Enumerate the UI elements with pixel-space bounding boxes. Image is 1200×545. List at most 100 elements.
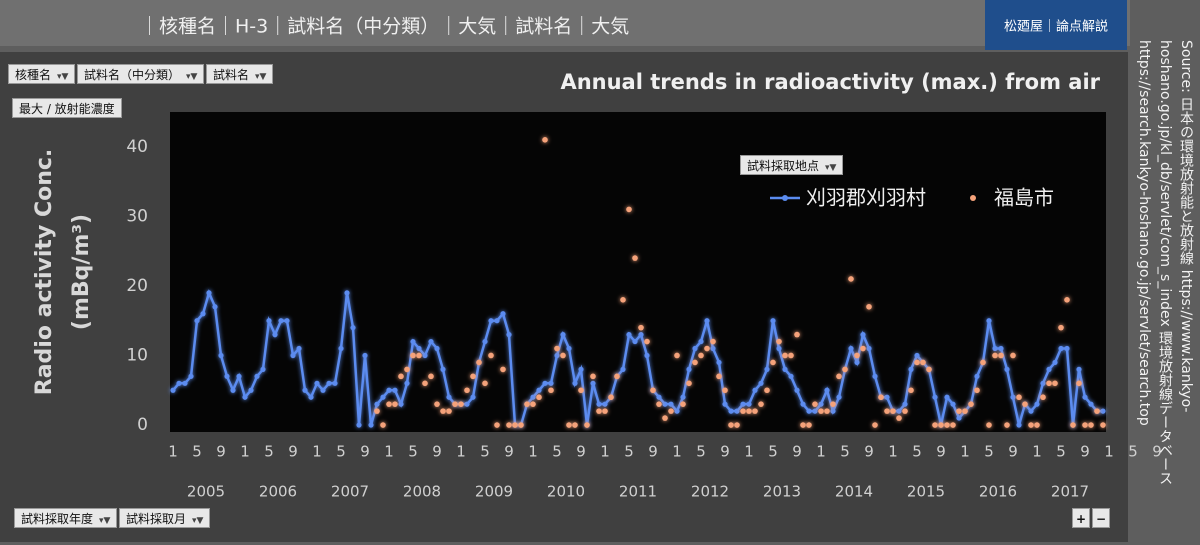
data-point — [632, 255, 638, 261]
data-point — [518, 422, 524, 428]
data-point — [950, 401, 956, 407]
data-point — [500, 366, 506, 373]
data-point — [386, 387, 392, 393]
data-point — [230, 387, 236, 393]
zoom-button[interactable]: + — [1072, 508, 1090, 528]
data-point — [650, 387, 656, 394]
data-point — [722, 387, 728, 394]
data-point — [1010, 352, 1016, 359]
data-point — [1052, 380, 1058, 387]
data-point — [584, 422, 590, 428]
data-point — [1100, 408, 1106, 414]
x-tick-label: 9 — [504, 443, 514, 461]
legend-label: 刈羽郡刈羽村 — [806, 186, 926, 210]
data-point — [1004, 422, 1010, 428]
data-point — [662, 401, 668, 407]
y-tick-label: 10 — [126, 345, 148, 365]
x-tick-label: 9 — [864, 443, 874, 461]
data-point — [1100, 422, 1106, 428]
data-point — [428, 338, 434, 345]
x-tick-label: 9 — [936, 443, 946, 461]
zoom-button[interactable]: − — [1092, 508, 1110, 528]
data-point — [278, 318, 284, 324]
legend-marker — [970, 195, 976, 201]
data-point — [1088, 401, 1094, 407]
data-point — [680, 394, 686, 400]
data-point — [836, 394, 842, 400]
data-point — [188, 373, 194, 379]
data-point — [668, 401, 674, 407]
data-point — [728, 408, 734, 414]
legend-field-button[interactable]: 試料採取地点 ▾▼ — [740, 155, 844, 175]
data-point — [1040, 394, 1046, 401]
data-point — [1082, 422, 1088, 428]
data-point — [1034, 401, 1040, 407]
chart-title: Annual trends in radioactivity (max.) fr… — [560, 70, 1100, 94]
data-point — [1016, 394, 1022, 401]
x-tick-label: 1 — [600, 443, 610, 461]
y-label-line: (mBq/m³) — [69, 214, 94, 330]
data-point — [698, 352, 704, 359]
data-point — [470, 373, 476, 380]
x-tick-label: 9 — [720, 443, 730, 461]
y-tick-label: 20 — [126, 276, 148, 296]
filter-button[interactable]: 試料採取月 ▾▼ — [119, 508, 211, 528]
data-point — [1076, 366, 1082, 372]
data-point — [578, 366, 584, 372]
data-point — [218, 352, 224, 359]
x-tick-label: 1 — [888, 443, 898, 461]
data-point — [404, 380, 410, 386]
data-point — [380, 394, 386, 400]
y-tick-label: 40 — [126, 137, 148, 157]
data-point — [788, 373, 794, 379]
x-tick-label: 5 — [264, 443, 274, 461]
x-tick-label: 1 — [816, 443, 826, 461]
data-point — [428, 373, 434, 380]
x-tick-label: 5 — [624, 443, 634, 461]
data-point — [542, 137, 548, 143]
data-point — [446, 394, 452, 400]
data-point — [926, 366, 932, 373]
data-point — [452, 401, 458, 407]
filter-icon: ▾▼ — [57, 72, 69, 82]
data-point — [530, 394, 536, 400]
x-tick-label: 5 — [336, 443, 346, 461]
data-point — [1076, 380, 1082, 387]
data-point — [956, 408, 962, 414]
data-point — [914, 359, 920, 366]
data-point — [842, 366, 848, 373]
data-point — [404, 366, 410, 373]
data-point — [380, 422, 386, 428]
data-point — [998, 345, 1004, 352]
x-tick-label: 9 — [648, 443, 658, 461]
data-point — [668, 408, 674, 414]
x-tick-label: 1 — [384, 443, 394, 461]
data-point — [494, 422, 500, 428]
data-point — [788, 352, 794, 359]
badge: 松廼屋｜論点解説 — [1004, 19, 1108, 35]
x-tick-label: 9 — [576, 443, 586, 461]
data-point — [536, 387, 542, 393]
data-point — [596, 408, 602, 414]
data-point — [794, 387, 800, 393]
filter-button[interactable]: 核種名 ▾▼ — [8, 64, 76, 84]
x-tick-label: 9 — [792, 443, 802, 461]
data-point — [986, 318, 992, 324]
value-field-button[interactable]: 最大 / 放射能濃度 — [12, 98, 122, 118]
filter-button[interactable]: 試料名 ▾▼ — [206, 64, 274, 84]
filter-button[interactable]: 試料採取年度 ▾▼ — [14, 508, 118, 528]
data-point — [950, 422, 956, 428]
filter-button[interactable]: 試料名（中分類） ▾▼ — [77, 64, 205, 84]
x-tick-label: 5 — [1056, 443, 1066, 461]
data-point — [1058, 345, 1064, 352]
data-point — [1094, 408, 1100, 414]
data-point — [632, 338, 638, 345]
data-point — [572, 380, 578, 386]
data-point — [320, 387, 326, 393]
data-point — [902, 401, 908, 407]
data-point — [422, 380, 428, 387]
data-point — [1052, 359, 1058, 366]
x-tick-label: 9 — [1152, 443, 1162, 461]
data-point — [560, 332, 566, 338]
data-point — [710, 345, 716, 352]
